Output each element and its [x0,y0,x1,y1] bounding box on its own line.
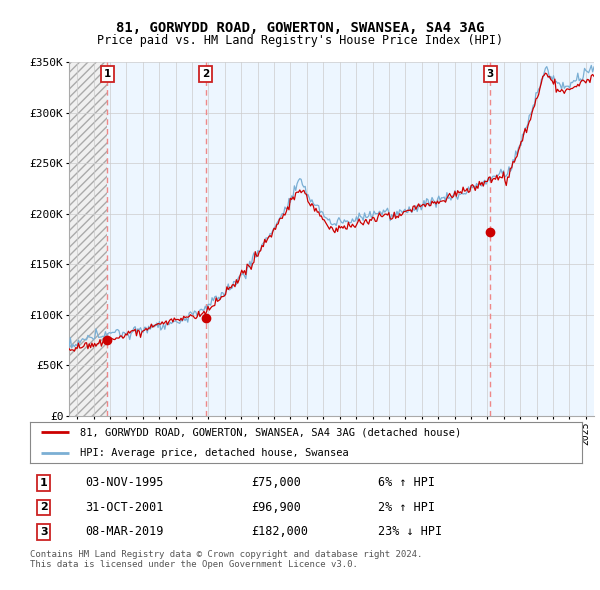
Text: 81, GORWYDD ROAD, GOWERTON, SWANSEA, SA4 3AG: 81, GORWYDD ROAD, GOWERTON, SWANSEA, SA4… [116,21,484,35]
Text: 2% ↑ HPI: 2% ↑ HPI [378,501,435,514]
Text: Price paid vs. HM Land Registry's House Price Index (HPI): Price paid vs. HM Land Registry's House … [97,34,503,47]
Text: HPI: Average price, detached house, Swansea: HPI: Average price, detached house, Swan… [80,448,349,458]
Bar [107,62,206,416]
Text: 2: 2 [40,503,47,512]
Bar [490,62,594,416]
Bar [69,62,107,416]
Text: Contains HM Land Registry data © Crown copyright and database right 2024.
This d: Contains HM Land Registry data © Crown c… [30,550,422,569]
Text: £75,000: £75,000 [251,476,301,489]
Text: 31-OCT-2001: 31-OCT-2001 [85,501,164,514]
Text: 23% ↓ HPI: 23% ↓ HPI [378,526,442,539]
Text: 81, GORWYDD ROAD, GOWERTON, SWANSEA, SA4 3AG (detached house): 81, GORWYDD ROAD, GOWERTON, SWANSEA, SA4… [80,427,461,437]
Text: 3: 3 [40,527,47,537]
Text: 1: 1 [104,69,111,79]
Text: 2: 2 [202,69,209,79]
Text: 08-MAR-2019: 08-MAR-2019 [85,526,164,539]
Text: £96,900: £96,900 [251,501,301,514]
Text: 6% ↑ HPI: 6% ↑ HPI [378,476,435,489]
Text: 3: 3 [487,69,494,79]
Text: £182,000: £182,000 [251,526,308,539]
Text: 1: 1 [40,478,47,488]
Text: 03-NOV-1995: 03-NOV-1995 [85,476,164,489]
Bar [206,62,490,416]
